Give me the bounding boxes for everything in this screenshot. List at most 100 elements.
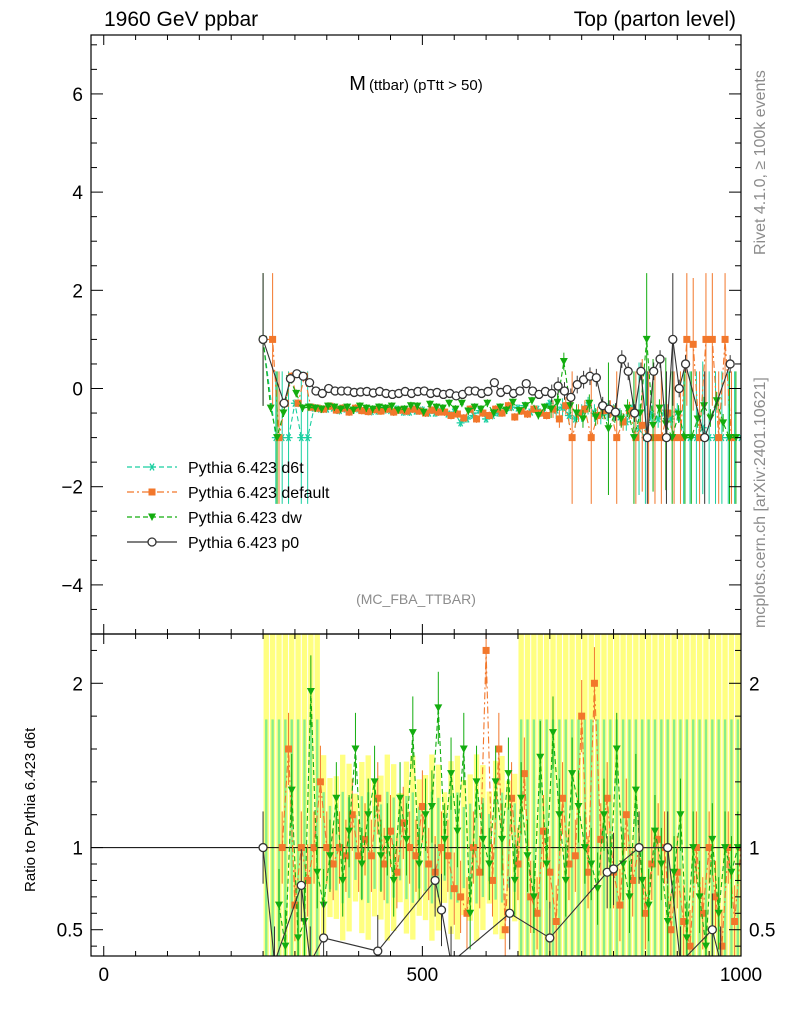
point-dw [387, 402, 396, 411]
point-dw [502, 406, 511, 415]
ratio-band-green [564, 719, 567, 956]
point-default [696, 434, 704, 442]
point-default [485, 412, 493, 420]
point-default [721, 335, 729, 343]
point-dw [445, 399, 454, 408]
point-default [504, 402, 512, 410]
legend-marker-d6t [148, 463, 156, 471]
ratio-point-default [699, 909, 707, 917]
ratio-point-default [622, 811, 630, 819]
ratio-point-default [514, 860, 522, 868]
point-dw [419, 408, 428, 417]
point-default [543, 412, 551, 420]
y-tick-label: 2 [72, 281, 83, 302]
legend-label-default: Pythia 6.423 default [188, 485, 330, 502]
ratio-point-dw [472, 778, 481, 786]
point-p0 [617, 354, 627, 364]
y-tick-label: −2 [61, 478, 83, 499]
ratio-point-default [488, 876, 496, 884]
ratio-frame [90, 633, 742, 957]
point-p0 [623, 366, 633, 376]
point-default [447, 412, 455, 420]
point-default [269, 335, 277, 343]
ratio-point-p0 [306, 959, 314, 967]
ratio-point-dw [389, 876, 398, 885]
ratio-point-dw [721, 844, 730, 852]
ratio-point-p0 [373, 946, 383, 956]
point-dw [451, 405, 460, 414]
ratio-band-green [717, 719, 720, 956]
ratio-point-default [444, 852, 452, 860]
ratio-series-default [278, 634, 741, 956]
point-p0 [298, 371, 308, 381]
point-p0 [572, 379, 582, 390]
ratio-point-dw [523, 852, 532, 860]
ratio-point-dw [689, 844, 698, 852]
point-default [524, 410, 532, 418]
point-p0 [566, 392, 576, 402]
point-p0 [700, 432, 710, 443]
ratio-band-green [539, 719, 542, 956]
ratio-point-p0 [436, 905, 447, 915]
point-default [498, 409, 506, 417]
point-p0 [649, 366, 659, 376]
header-energy: 1960 GeV ppbar [104, 8, 259, 31]
point-dw [426, 400, 435, 409]
ratio-point-default [565, 860, 573, 868]
point-dw [483, 399, 492, 408]
point-dw [381, 404, 390, 413]
ratio-series-dw [274, 655, 741, 956]
ratio-y-tick-label: 0.5 [57, 921, 83, 942]
ratio-point-dw [274, 901, 283, 910]
ratio-band-green [519, 719, 523, 956]
ratio-point-dw [568, 770, 577, 778]
ratio-point-default [476, 868, 484, 876]
point-default [581, 405, 589, 413]
ratio-point-default [552, 918, 560, 925]
point-p0 [489, 377, 500, 388]
ratio-point-default [374, 794, 382, 802]
point-p0 [317, 388, 327, 399]
ratio-band-green [641, 719, 644, 956]
ratio-point-dw [364, 811, 373, 819]
point-p0 [547, 388, 557, 399]
ratio-point-dw [294, 934, 303, 942]
ratio-point-p0 [505, 908, 515, 918]
point-dw [617, 415, 626, 423]
point-default [441, 408, 449, 416]
ratio-point-default [680, 918, 688, 925]
ratio-point-default [412, 852, 420, 860]
point-p0 [668, 334, 678, 345]
ratio-point-p0 [258, 842, 268, 853]
ratio-point-default [559, 794, 567, 802]
point-default [613, 434, 621, 442]
mcplots-label: mcplots.cern.ch [arXiv:2401.10621] [752, 377, 769, 628]
ratio-band-green [309, 719, 313, 956]
point-p0 [636, 366, 646, 376]
point-default [511, 413, 519, 421]
ratio-point-default [316, 778, 324, 786]
ratio-point-default [361, 835, 369, 843]
point-dw [674, 410, 683, 419]
ratio-point-p0 [676, 959, 684, 967]
ratio-point-dw [447, 770, 456, 778]
plot-title: M (ttbar) (pTtt > 50) [349, 73, 482, 95]
ratio-point-dw [338, 876, 347, 885]
point-p0 [591, 373, 601, 383]
point-default [294, 399, 302, 407]
legend: Pythia 6.423 d6t Pythia 6.423 default Pyth… [127, 460, 330, 552]
point-dw [680, 434, 689, 442]
point-default [702, 335, 710, 343]
rivet-version-label: Rivet 4.1.0, ≥ 100k events [752, 70, 769, 255]
x-tick-label: 1000 [720, 965, 762, 986]
point-dw [527, 397, 536, 405]
point-dw [725, 434, 734, 442]
ratio-point-default [336, 844, 344, 852]
ratio-point-dw [306, 688, 315, 696]
point-dw [521, 402, 530, 410]
point-dw [330, 403, 339, 412]
point-default [409, 405, 417, 413]
ratio-y-tick-label-right: 0.5 [749, 921, 775, 942]
point-default [390, 408, 398, 416]
ratio-point-default [667, 926, 675, 934]
